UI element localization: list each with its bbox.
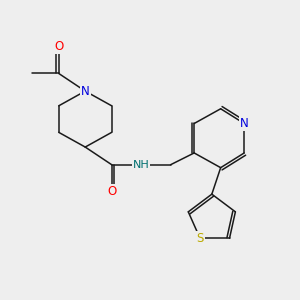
Text: S: S — [196, 232, 204, 245]
Text: O: O — [54, 40, 63, 53]
Text: NH: NH — [133, 160, 149, 170]
Text: N: N — [81, 85, 90, 98]
Text: O: O — [107, 185, 116, 198]
Text: N: N — [240, 117, 249, 130]
